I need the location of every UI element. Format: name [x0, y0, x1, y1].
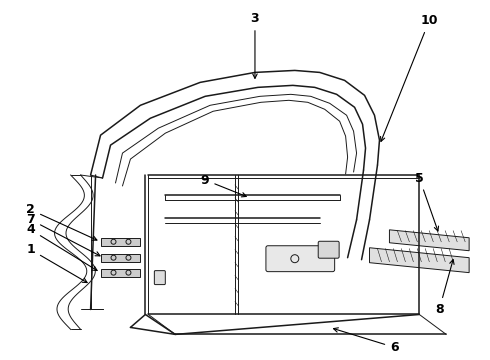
Text: 10: 10 — [381, 14, 438, 141]
FancyBboxPatch shape — [266, 246, 335, 272]
FancyBboxPatch shape — [100, 238, 141, 246]
FancyBboxPatch shape — [100, 269, 141, 276]
Text: 5: 5 — [415, 171, 439, 231]
FancyBboxPatch shape — [318, 241, 339, 258]
Text: 4: 4 — [26, 223, 97, 270]
Text: 2: 2 — [26, 203, 97, 240]
Text: 6: 6 — [334, 328, 399, 354]
Text: 8: 8 — [435, 260, 454, 316]
Text: 7: 7 — [26, 213, 100, 256]
FancyBboxPatch shape — [100, 254, 141, 262]
Text: 9: 9 — [201, 174, 246, 197]
Text: 1: 1 — [26, 243, 87, 283]
Polygon shape — [390, 230, 469, 251]
Polygon shape — [369, 248, 469, 273]
FancyBboxPatch shape — [154, 271, 165, 285]
Text: 3: 3 — [251, 12, 259, 78]
